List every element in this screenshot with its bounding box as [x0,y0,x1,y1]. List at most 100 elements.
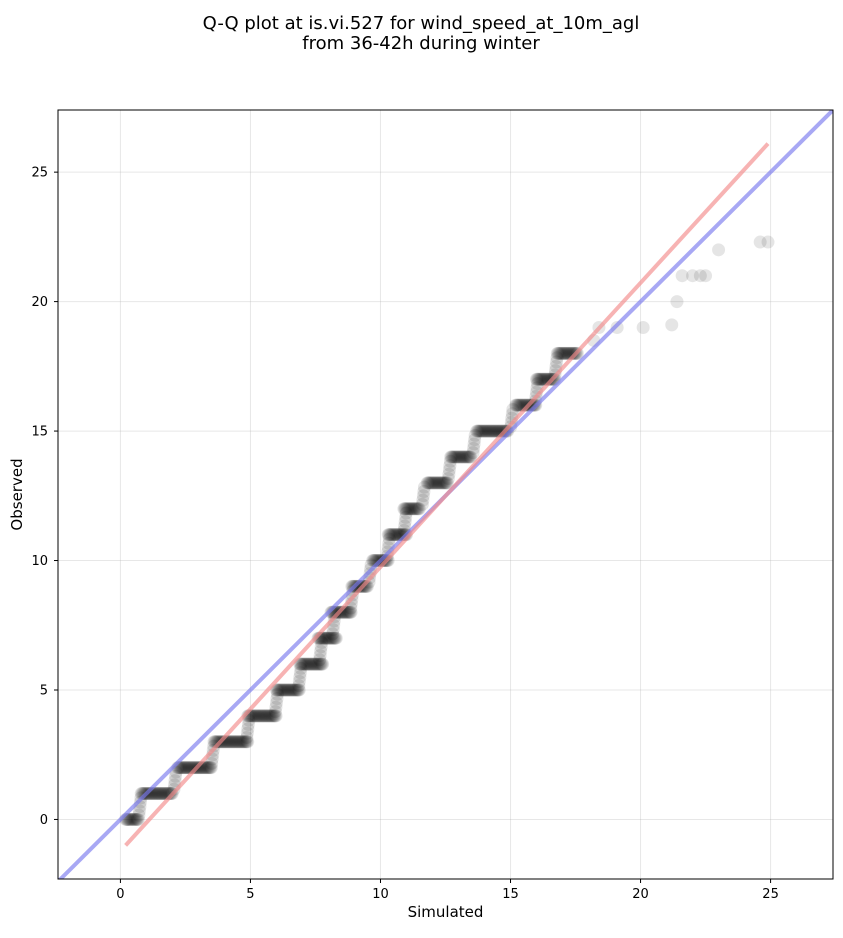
y-tick-label: 0 [40,813,48,828]
data-point [693,269,707,283]
data-point [179,761,193,775]
data-point [411,502,425,516]
data-point [314,657,328,671]
data-point [466,446,480,460]
data-point [428,476,442,490]
data-point [443,454,457,468]
data-point [270,683,284,697]
data-point [511,398,525,412]
data-point [253,709,267,723]
y-tick-label: 15 [31,425,48,440]
data-point [326,627,340,641]
data-point [412,502,426,516]
data-point [439,476,452,490]
data-point [467,437,481,451]
data-point [268,705,282,719]
data-point [399,506,413,520]
data-point [461,450,475,464]
data-point [181,761,195,775]
data-point [427,476,441,490]
data-point [478,424,492,438]
data-point [227,735,241,749]
x-tick-label: 15 [502,887,519,902]
data-point [265,709,279,723]
data-point [328,631,342,645]
data-point [269,709,283,723]
data-point [248,709,262,723]
data-point [456,450,470,464]
data-point [454,450,468,464]
data-point [136,787,150,801]
data-point [536,372,550,386]
data-point [429,476,443,490]
data-point [430,476,444,490]
y-tick-label: 10 [31,554,48,569]
data-point [267,709,281,723]
data-point [281,683,295,697]
data-point [175,761,189,775]
data-point [440,476,454,490]
data-point [431,476,445,490]
data-point [335,605,349,619]
data-point [285,683,299,697]
data-point [406,502,420,516]
data-point [407,502,421,516]
data-point [201,761,215,775]
data-point [761,235,775,249]
data-point [249,709,263,723]
data-point [532,372,546,386]
data-point [405,502,419,516]
data-point [487,424,501,438]
data-point [452,450,466,464]
data-point [152,787,166,801]
data-point [273,683,287,697]
data-point [277,683,291,697]
data-point [446,450,460,464]
data-point [397,502,411,516]
data-point [205,756,219,770]
fit-line [124,142,770,847]
axis-ticks: 0 5 10 15 20 25 0 5 10 15 20 25 [31,166,778,902]
data-point [388,528,402,542]
plot-content [58,110,833,879]
data-point [247,709,261,723]
data-point [223,735,237,749]
data-point [270,692,284,706]
data-point [326,623,340,637]
data-point [238,735,252,749]
data-point [422,476,436,490]
data-point [262,709,276,723]
data-point [509,398,523,412]
data-point [399,502,413,516]
data-point [463,450,477,464]
data-point [530,372,544,386]
data-point [556,346,570,360]
data-point [401,502,415,516]
data-point [307,657,321,671]
data-point [282,683,296,697]
data-point [381,528,395,542]
data-point [410,502,424,516]
data-point [557,346,571,360]
data-point [484,424,498,438]
data-point [423,476,437,490]
data-point [236,735,250,749]
data-point [269,700,283,714]
data-point [204,761,218,775]
data-point [241,735,255,749]
data-point [305,657,319,671]
data-point [130,812,144,826]
data-point [443,459,457,473]
data-point [485,424,499,438]
data-point [299,657,313,671]
data-point [318,631,332,645]
data-point [293,670,307,684]
data-point [301,657,315,671]
data-point [233,735,247,749]
data-point [240,730,254,744]
data-point [152,787,166,801]
data-point [264,709,278,723]
data-point [153,787,167,801]
data-point [566,346,580,360]
data-point [310,657,324,671]
